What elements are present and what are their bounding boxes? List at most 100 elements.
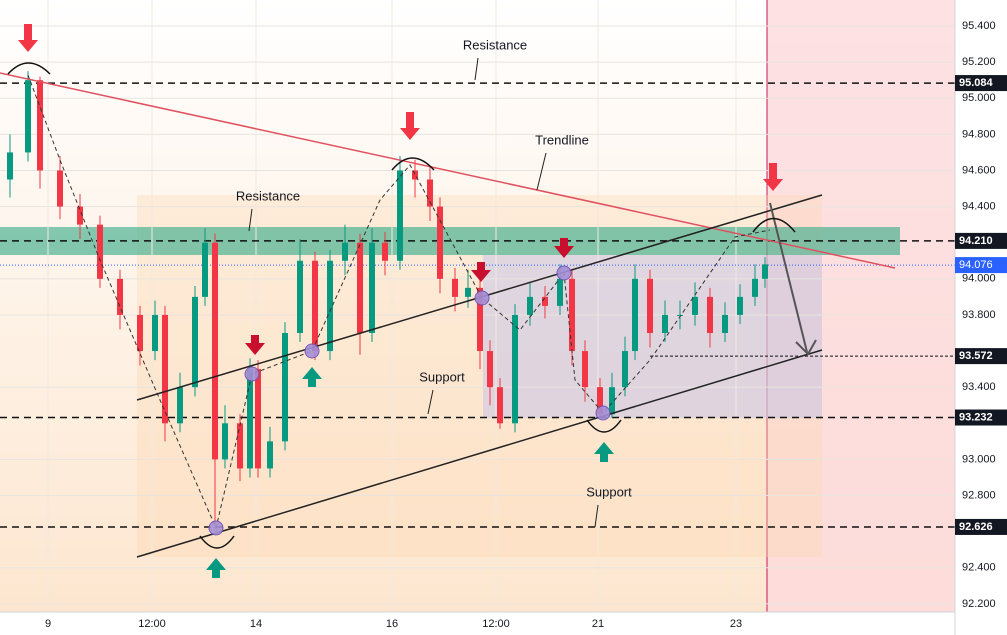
x-tick-label: 12:00 xyxy=(138,618,166,630)
wave-path xyxy=(27,74,771,530)
candle-body xyxy=(382,242,388,261)
candle-body xyxy=(412,170,418,180)
candle-body xyxy=(609,387,615,415)
candle-body xyxy=(632,278,638,352)
annotation: Support xyxy=(586,484,632,499)
candle-body xyxy=(677,314,683,316)
label-pointer xyxy=(536,152,547,191)
candle-body xyxy=(327,260,333,352)
candle-body xyxy=(597,387,603,415)
x-tick-label: 16 xyxy=(386,618,398,630)
up-arrow xyxy=(206,558,226,578)
candle-body xyxy=(267,441,273,469)
current-price-box xyxy=(955,257,1007,274)
candle-body xyxy=(369,242,375,333)
bottom-arc xyxy=(199,535,235,549)
trendline xyxy=(0,72,896,269)
y-tick-label: 95.400 xyxy=(962,20,996,32)
candle-body xyxy=(752,278,758,297)
y-tick-label: 95.000 xyxy=(962,92,996,104)
candle-body xyxy=(297,260,303,333)
candle-body xyxy=(762,264,768,279)
down-arrow xyxy=(18,24,38,52)
label-pointer xyxy=(474,57,479,81)
candle-body xyxy=(162,314,168,424)
level-label: 95.084 xyxy=(959,77,994,89)
candles xyxy=(7,71,768,529)
candle-body xyxy=(569,278,575,352)
top-arc xyxy=(7,62,51,75)
level-label: 92.626 xyxy=(959,521,993,533)
bottom-arc xyxy=(586,419,622,433)
x-tick-label: 21 xyxy=(592,618,604,630)
touch-point xyxy=(208,520,224,536)
candle-body xyxy=(137,314,143,352)
y-tick-label: 92.800 xyxy=(962,489,996,501)
channel-lower xyxy=(136,349,823,558)
candle-body xyxy=(527,296,533,315)
annotation: Resistance xyxy=(463,37,527,52)
label-pointer xyxy=(248,208,253,232)
y-tick-label: 92.200 xyxy=(962,598,996,610)
forecast-arrow xyxy=(769,202,808,353)
up-arrow xyxy=(594,442,614,462)
x-tick-label: 14 xyxy=(250,618,262,630)
level-label-box xyxy=(955,232,1007,249)
touch-points xyxy=(208,265,611,536)
top-arc xyxy=(391,157,435,171)
annotations xyxy=(248,57,599,528)
top-arc xyxy=(752,217,796,233)
candle-body xyxy=(692,296,698,315)
touch-point xyxy=(556,265,572,281)
up-arrow xyxy=(302,367,322,387)
annotation: Resistance xyxy=(236,188,300,203)
level-label-box xyxy=(955,348,1007,365)
candle-body xyxy=(222,423,228,460)
candle-body xyxy=(37,80,43,171)
down-arrow xyxy=(763,163,783,191)
touch-point xyxy=(595,405,611,421)
candle-body xyxy=(152,314,158,352)
y-tick-label: 93.400 xyxy=(962,381,996,393)
candle-body xyxy=(202,242,208,297)
label-pointer xyxy=(427,389,434,415)
level-label-box xyxy=(955,518,1007,535)
candle-body xyxy=(212,242,218,460)
y-tick-label: 93.000 xyxy=(962,453,996,465)
candle-body xyxy=(512,314,518,424)
candle-body xyxy=(312,260,318,352)
candle-body xyxy=(77,206,83,225)
level-label: 94.210 xyxy=(959,235,993,247)
touch-point xyxy=(304,343,320,359)
candle-body xyxy=(437,206,443,279)
candle-body xyxy=(722,314,728,333)
level-label: 93.572 xyxy=(959,350,993,362)
y-tick-label: 92.400 xyxy=(962,562,996,574)
x-tick-label: 23 xyxy=(730,618,742,630)
candle-body xyxy=(97,224,103,279)
y-tick-label: 93.800 xyxy=(962,309,996,321)
annotation: Support xyxy=(419,369,465,384)
x-tick-label: 12:00 xyxy=(482,618,510,630)
down-arrow xyxy=(400,112,420,140)
candle-body xyxy=(282,332,288,442)
y-tick-label: 94.400 xyxy=(962,200,996,212)
candle-body xyxy=(342,242,348,261)
sell-arrows xyxy=(18,24,783,355)
candle-body xyxy=(477,287,483,352)
candle-body xyxy=(427,179,433,207)
time-axis xyxy=(0,612,955,635)
candle-body xyxy=(452,278,458,297)
annotation: Trendline xyxy=(535,132,589,147)
candle-body xyxy=(255,369,261,469)
label-pointer xyxy=(594,504,599,528)
candle-body xyxy=(557,278,563,306)
axis-labels: 95.400 95.200 95.000 94.800 94.600 94.400 94.0… xyxy=(45,20,1007,630)
y-tick-label: 95.200 xyxy=(962,56,996,68)
y-tick-label: 94.800 xyxy=(962,128,996,140)
level-label: 93.232 xyxy=(959,411,993,423)
candle-body xyxy=(662,314,668,333)
candle-body xyxy=(487,351,493,388)
candle-body xyxy=(707,296,713,333)
